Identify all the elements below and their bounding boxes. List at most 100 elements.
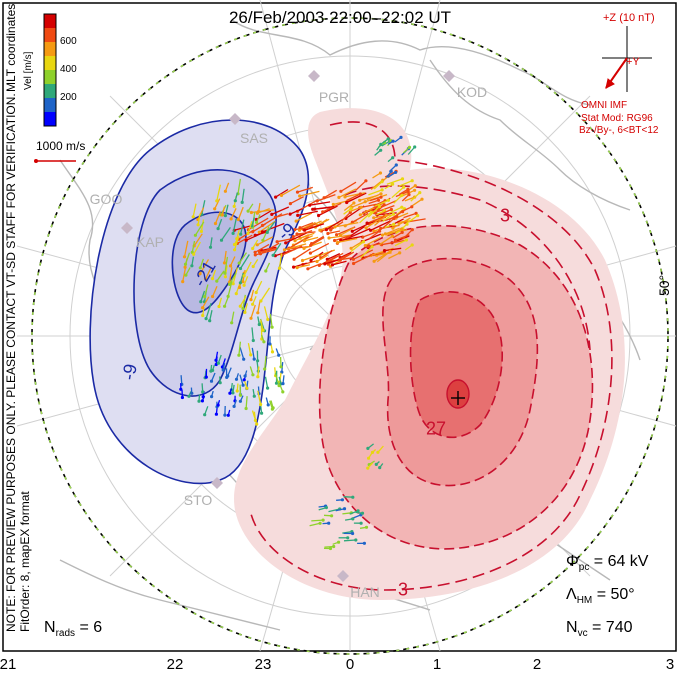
velocity-vector — [388, 206, 403, 214]
velocity-vector-origin — [223, 275, 227, 279]
velocity-vector — [278, 253, 283, 269]
velocity-vector — [398, 180, 413, 188]
velocity-vector — [362, 230, 381, 238]
velocity-vector-origin — [235, 389, 239, 393]
velocity-vector-origin — [366, 244, 370, 248]
velocity-vector — [406, 215, 419, 224]
velocity-vector-origin — [400, 177, 405, 181]
velocity-vector-origin — [251, 302, 255, 306]
velocity-vector — [327, 230, 341, 235]
velocity-vector-origin — [372, 216, 376, 220]
velocity-vector — [326, 218, 344, 231]
velocity-vector-origin — [388, 249, 392, 253]
velocity-vector — [194, 221, 205, 236]
velocity-vector-origin — [349, 246, 353, 250]
velocity-vector — [237, 178, 242, 194]
velocity-vector-origin — [380, 180, 384, 184]
velocity-vector — [250, 304, 256, 319]
velocity-vector — [337, 237, 358, 244]
velocity-vector — [239, 296, 247, 307]
velocity-vector — [239, 254, 250, 269]
velocity-vector-origin — [340, 498, 344, 502]
velocity-vector-origin — [328, 546, 333, 551]
velocity-vector-origin — [298, 226, 302, 230]
velocity-vector-origin — [391, 182, 395, 186]
velocity-vector-origin — [413, 188, 417, 192]
velocity-vector-origin — [306, 267, 310, 271]
velocity-vector-origin — [406, 187, 410, 191]
latitude-label: 50° — [656, 274, 672, 296]
velocity-vector-origin — [259, 402, 263, 407]
contour-label-27: 27 — [425, 418, 447, 439]
velocity-vector-origin — [183, 262, 188, 266]
plot-frame — [2, 2, 677, 652]
velocity-vector — [316, 193, 336, 202]
velocity-vector-origin — [302, 246, 306, 250]
velocity-vector-origin — [203, 413, 207, 417]
vector-count: Nvc = 740 — [566, 619, 633, 640]
velocity-vector-origin — [233, 248, 237, 252]
reference-vector — [34, 159, 76, 163]
velocity-vector-origin — [330, 263, 335, 267]
velocity-vector — [228, 267, 233, 283]
velocity-vector — [237, 206, 244, 220]
velocity-vector-origin — [233, 199, 237, 203]
velocity-vector — [269, 313, 273, 328]
velocity-vector — [214, 198, 221, 210]
velocity-vector — [311, 235, 325, 245]
colorbar-title: Vel [m/s] — [23, 51, 34, 90]
velocity-vector-origin — [199, 300, 203, 304]
velocity-vector — [410, 198, 423, 207]
contour-label-neg9-left: -9 — [118, 362, 141, 382]
velocity-vector-origin — [255, 422, 259, 426]
velocity-vector — [382, 213, 394, 222]
velocity-vector-origin — [214, 412, 218, 416]
velocity-vector-origin — [243, 310, 247, 314]
velocity-vector — [367, 206, 380, 218]
velocity-vector-origin — [378, 229, 382, 233]
velocity-vector-origin — [182, 255, 187, 259]
velocity-vector — [369, 196, 382, 202]
velocity-vector-origin — [379, 142, 383, 146]
velocity-vector — [393, 194, 403, 204]
velocity-vector — [297, 210, 318, 217]
velocity-vector — [247, 342, 252, 356]
velocity-vector-origin — [352, 201, 356, 205]
velocity-vector-origin — [244, 406, 248, 411]
velocity-vector-origin — [223, 304, 227, 308]
velocity-vector-origin — [414, 211, 418, 215]
velocity-vector-origin — [389, 169, 393, 173]
velocity-vector-origin — [210, 277, 215, 281]
velocity-vector-origin — [223, 189, 227, 193]
velocity-vector — [323, 189, 338, 199]
coordinate-system-label: MLT coordinates — [4, 3, 18, 92]
velocity-vector-origin — [372, 229, 376, 233]
mlt-tick-3: 3 — [665, 656, 675, 673]
velocity-vector-origin — [309, 258, 313, 263]
velocity-vector — [339, 251, 355, 261]
velocity-vector-origin — [360, 511, 365, 515]
velocity-vector — [250, 289, 255, 300]
velocity-vector-origin — [364, 226, 368, 230]
velocity-vector — [297, 186, 313, 193]
velocity-vector — [384, 247, 402, 252]
imf-condition-label: Bz-/By-, 6<BT<12 — [579, 125, 659, 136]
velocity-vector — [199, 259, 210, 275]
velocity-vector — [200, 219, 205, 232]
velocity-vector — [260, 287, 271, 302]
velocity-vector — [334, 221, 359, 228]
velocity-vector-origin — [410, 205, 414, 209]
velocity-vector-origin — [354, 538, 358, 542]
velocity-vector — [293, 229, 313, 238]
velocity-vector — [373, 181, 383, 190]
velocity-vector-origin — [281, 390, 285, 394]
velocity-vector — [214, 211, 222, 224]
velocity-vector — [366, 193, 382, 201]
velocity-vector — [183, 240, 189, 257]
velocity-vector — [285, 232, 307, 244]
velocity-vector — [223, 295, 230, 307]
velocity-vector — [230, 208, 237, 220]
velocity-vector — [241, 188, 245, 203]
velocity-vector — [404, 196, 415, 202]
positive-contour-2 — [344, 185, 591, 351]
